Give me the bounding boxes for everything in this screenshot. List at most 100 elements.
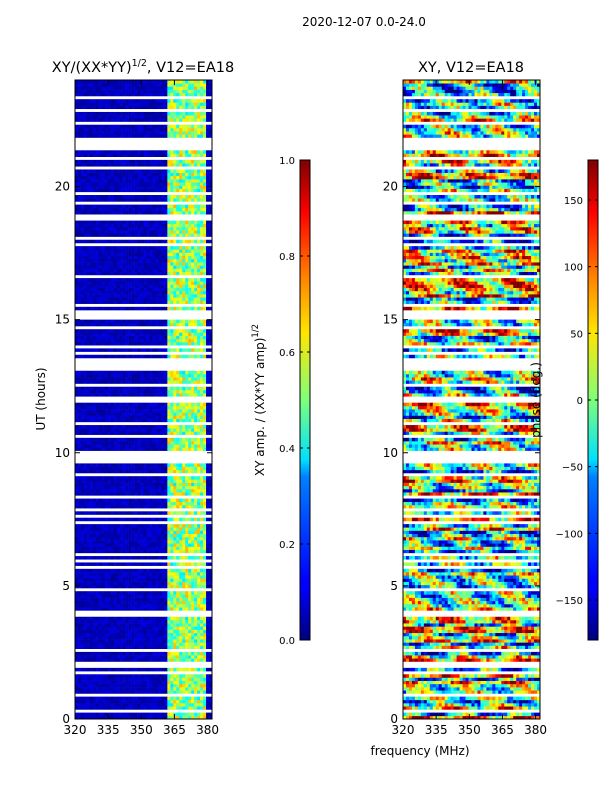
heat-cell xyxy=(203,658,207,662)
heat-cell xyxy=(140,680,144,685)
heat-cell xyxy=(188,431,192,435)
heat-cell xyxy=(146,511,150,515)
heat-cell xyxy=(167,498,171,503)
heat-cell xyxy=(143,479,147,483)
heat-cell xyxy=(197,402,201,407)
heat-cell xyxy=(182,623,186,627)
heat-cell xyxy=(140,584,144,589)
heat-cell xyxy=(104,504,109,509)
heat-cell xyxy=(158,373,162,378)
heat-cell xyxy=(167,409,171,413)
heat-cell xyxy=(149,600,153,605)
heat-cell xyxy=(209,715,212,719)
heat-cell xyxy=(164,338,168,343)
heat-cell xyxy=(152,635,156,640)
heat-cell xyxy=(143,687,147,691)
heat-cell xyxy=(170,290,174,295)
heat-cell xyxy=(116,338,120,343)
heat-cell xyxy=(197,329,201,333)
heat-cell xyxy=(98,572,103,576)
heat-cell xyxy=(77,393,82,397)
heat-cell xyxy=(92,447,97,451)
heat-cell xyxy=(197,603,201,608)
heat-cell xyxy=(137,517,141,522)
heat-cell xyxy=(197,629,201,634)
heat-cell xyxy=(179,639,183,643)
heat-cell xyxy=(206,651,210,656)
heat-cell xyxy=(119,492,123,496)
heat-cell xyxy=(176,428,180,432)
heat-cell xyxy=(137,476,141,480)
heat-cell xyxy=(182,469,186,474)
heat-cell xyxy=(149,642,153,646)
heat-cell xyxy=(155,645,159,650)
heat-cell xyxy=(113,501,117,506)
heat-cell xyxy=(155,389,159,394)
heat-cell xyxy=(173,332,177,336)
heat-cell xyxy=(167,281,171,285)
heat-cell xyxy=(176,517,180,522)
heat-cell xyxy=(182,386,186,391)
heat-cell xyxy=(119,527,123,531)
heat-cell xyxy=(131,546,135,550)
heat-cell xyxy=(191,575,195,579)
heat-cell xyxy=(116,329,120,333)
heat-cell xyxy=(134,476,138,480)
heat-cell xyxy=(107,533,112,538)
heat-cell xyxy=(95,402,100,407)
heat-cell xyxy=(95,549,100,554)
heat-cell xyxy=(95,428,100,432)
heat-cell xyxy=(116,533,120,538)
heat-cell xyxy=(191,348,195,352)
heat-cell xyxy=(155,294,159,298)
heat-cell xyxy=(89,572,94,576)
heat-cell xyxy=(104,680,109,685)
heat-cell xyxy=(131,262,135,266)
heat-cell xyxy=(170,572,174,576)
heat-cell xyxy=(164,469,168,474)
heat-cell xyxy=(86,370,91,375)
heat-cell xyxy=(161,476,165,480)
heat-cell xyxy=(194,380,198,384)
heat-cell xyxy=(140,393,144,397)
heat-cell xyxy=(125,597,129,602)
heat-cell xyxy=(119,578,123,582)
heat-cell xyxy=(149,540,153,544)
heat-cell xyxy=(182,278,186,282)
heat-cell xyxy=(83,527,88,531)
heat-cell xyxy=(188,306,192,311)
heat-cell xyxy=(128,619,132,624)
heat-cell xyxy=(113,447,117,451)
heat-cell xyxy=(188,271,192,276)
heat-cell xyxy=(113,322,117,327)
heat-cell xyxy=(152,348,156,352)
heat-cell xyxy=(134,393,138,397)
heat-cell xyxy=(80,623,85,627)
heat-cell xyxy=(203,252,207,257)
heat-cell xyxy=(86,543,91,547)
heat-cell xyxy=(173,354,177,359)
heat-cell xyxy=(83,575,88,579)
heat-cell xyxy=(75,603,79,608)
heat-cell xyxy=(137,687,141,691)
heat-cell xyxy=(209,680,212,685)
heat-cell xyxy=(161,498,165,503)
heat-cell xyxy=(167,329,171,333)
heat-cell xyxy=(182,530,186,534)
heat-cell xyxy=(158,389,162,394)
heat-cell xyxy=(95,626,100,630)
heat-cell xyxy=(86,546,91,550)
heat-cell xyxy=(119,556,123,560)
heat-cell xyxy=(122,530,126,534)
heat-cell xyxy=(194,680,198,685)
heat-cell xyxy=(146,463,150,467)
heat-cell xyxy=(209,556,212,560)
heat-cell xyxy=(134,431,138,435)
heat-cell xyxy=(104,329,109,333)
heat-cell xyxy=(116,645,120,650)
heat-cell xyxy=(152,447,156,451)
heat-cell xyxy=(83,437,88,442)
heat-cell xyxy=(200,335,204,340)
heat-cell xyxy=(209,476,212,480)
heat-cell xyxy=(191,492,195,496)
